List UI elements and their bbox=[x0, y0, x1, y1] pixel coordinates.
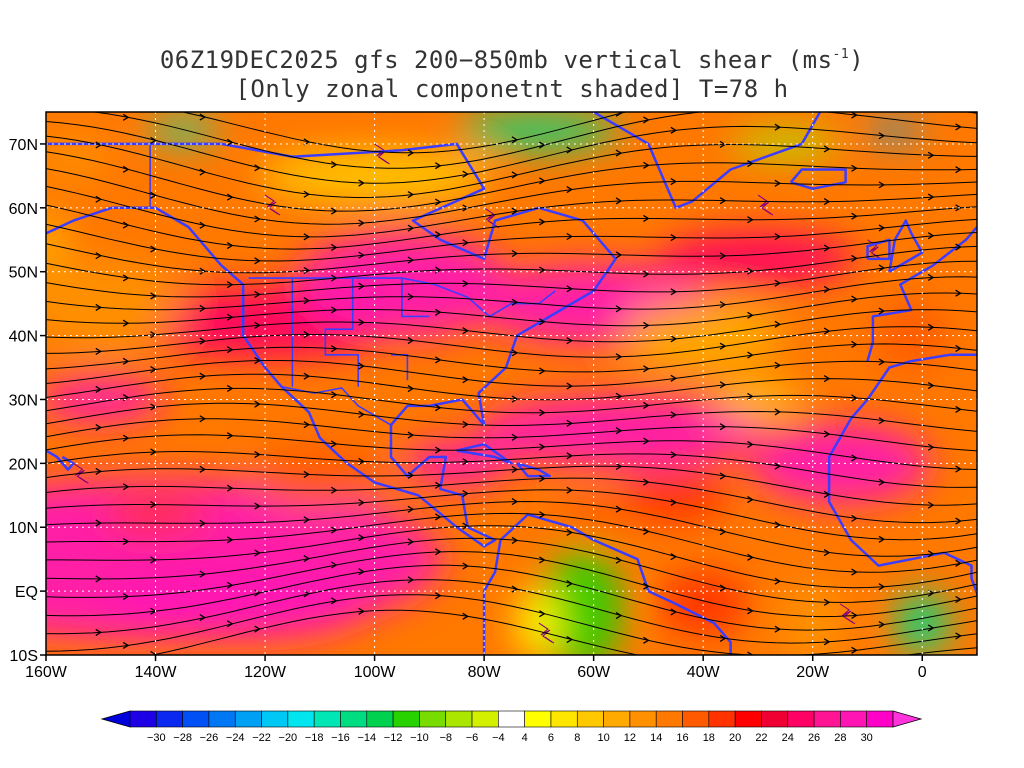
colorbar: −30 −28 −26 −24 −22 −20 −18 −16 −14 −12 −10 −8 −6 −4 4… bbox=[100, 710, 923, 744]
longitude-label: 120W bbox=[244, 664, 287, 681]
colorbar-label: −8 bbox=[439, 732, 452, 744]
colorbar-swatch bbox=[550, 710, 578, 728]
latitude-label: 70N bbox=[9, 137, 38, 154]
colorbar-swatch bbox=[234, 710, 262, 728]
colorbar-label: 22 bbox=[755, 732, 767, 744]
map-title-line2: [Only zonal componetnt shaded] T=78 h bbox=[235, 75, 789, 103]
streamlines bbox=[46, 112, 977, 655]
colorbar-swatch bbox=[445, 710, 473, 728]
colorbar-swatch bbox=[419, 710, 447, 728]
colorbar-swatch bbox=[287, 710, 315, 728]
colorbar-label: 18 bbox=[703, 732, 715, 744]
colorbar-swatch bbox=[682, 710, 710, 728]
longitude-label: 40W bbox=[687, 664, 721, 681]
colorbar-swatch bbox=[182, 710, 210, 728]
plot-area bbox=[46, 112, 977, 655]
colorbar-label: 14 bbox=[650, 732, 662, 744]
colorbar-swatch bbox=[813, 710, 841, 728]
colorbar-label: 12 bbox=[624, 732, 636, 744]
colorbar-label: −28 bbox=[173, 732, 192, 744]
longitude-label: 20W bbox=[796, 664, 830, 681]
colorbar-label: 10 bbox=[597, 732, 609, 744]
colorbar-label: 24 bbox=[782, 732, 794, 744]
colorbar-label: 30 bbox=[861, 732, 873, 744]
colorbar-swatch bbox=[392, 710, 420, 728]
colorbar-swatch bbox=[708, 710, 736, 728]
latitude-label: EQ bbox=[15, 584, 38, 601]
colorbar-label: −20 bbox=[279, 732, 298, 744]
colorbar-swatch bbox=[208, 710, 236, 728]
latitude-label: 20N bbox=[9, 456, 38, 473]
colorbar-swatch bbox=[734, 710, 762, 728]
longitude-label: 160W bbox=[25, 664, 68, 681]
colorbar-label: −4 bbox=[492, 732, 505, 744]
colorbar-swatch bbox=[340, 710, 368, 728]
latitude-label: 10N bbox=[9, 520, 38, 537]
latitude-label: 10S bbox=[10, 648, 38, 665]
colorbar-arrow-right bbox=[892, 710, 923, 728]
colorbar-label: −10 bbox=[410, 732, 429, 744]
longitude-label: 80W bbox=[468, 664, 502, 681]
map-title-line1: 06Z19DEC2025 gfs 200−850mb vertical shea… bbox=[159, 46, 865, 74]
colorbar-swatch bbox=[129, 710, 157, 728]
latitude-label: 50N bbox=[9, 265, 38, 282]
colorbar-label: 26 bbox=[808, 732, 820, 744]
colorbar-label: 28 bbox=[834, 732, 846, 744]
longitude-label: 100W bbox=[354, 664, 397, 681]
latitude-labels: 70N 60N 50N 40N 30N 20N 10N EQ 10S bbox=[9, 137, 46, 665]
latitude-label: 60N bbox=[9, 201, 38, 218]
colorbar-label: 6 bbox=[548, 732, 554, 744]
longitude-label: 140W bbox=[135, 664, 178, 681]
colorbar-label: −24 bbox=[226, 732, 245, 744]
colorbar-swatch bbox=[261, 710, 289, 728]
colorbar-label: 16 bbox=[676, 732, 688, 744]
colorbar-swatch bbox=[761, 710, 789, 728]
colorbar-label: 4 bbox=[522, 732, 528, 744]
colorbar-swatch bbox=[576, 710, 604, 728]
colorbar-swatch bbox=[471, 710, 499, 728]
longitude-label: 0 bbox=[918, 664, 927, 681]
colorbar-label: −26 bbox=[200, 732, 219, 744]
colorbar-arrow-left bbox=[100, 710, 131, 728]
latitude-label: 30N bbox=[9, 392, 38, 409]
longitude-labels: 160W 140W 120W 100W 80W 60W 40W 20W 0 bbox=[25, 655, 927, 681]
colorbar-label: −6 bbox=[466, 732, 479, 744]
colorbar-swatch bbox=[498, 710, 525, 728]
colorbar-label: −22 bbox=[252, 732, 271, 744]
colorbar-swatch bbox=[629, 710, 657, 728]
colorbar-label: 20 bbox=[729, 732, 741, 744]
colorbar-swatch bbox=[603, 710, 631, 728]
colorbar-swatch bbox=[655, 710, 683, 728]
colorbar-label: −16 bbox=[331, 732, 350, 744]
colorbar-swatch bbox=[840, 710, 867, 728]
colorbar-label: −30 bbox=[147, 732, 166, 744]
colorbar-label: −12 bbox=[384, 732, 403, 744]
colorbar-swatch bbox=[787, 710, 815, 728]
colorbar-label: −14 bbox=[357, 732, 376, 744]
longitude-label: 60W bbox=[577, 664, 611, 681]
colorbar-swatch bbox=[366, 710, 394, 728]
colorbar-swatch bbox=[156, 710, 183, 728]
colorbar-label: −18 bbox=[305, 732, 324, 744]
plot-frame bbox=[45, 111, 978, 656]
colorbar-swatch bbox=[866, 710, 894, 728]
latitude-label: 40N bbox=[9, 329, 38, 346]
colorbar-label: 8 bbox=[574, 732, 580, 744]
colorbar-swatch bbox=[313, 710, 341, 728]
lat-lon-grid bbox=[46, 112, 977, 655]
colorbar-swatch bbox=[524, 710, 552, 728]
